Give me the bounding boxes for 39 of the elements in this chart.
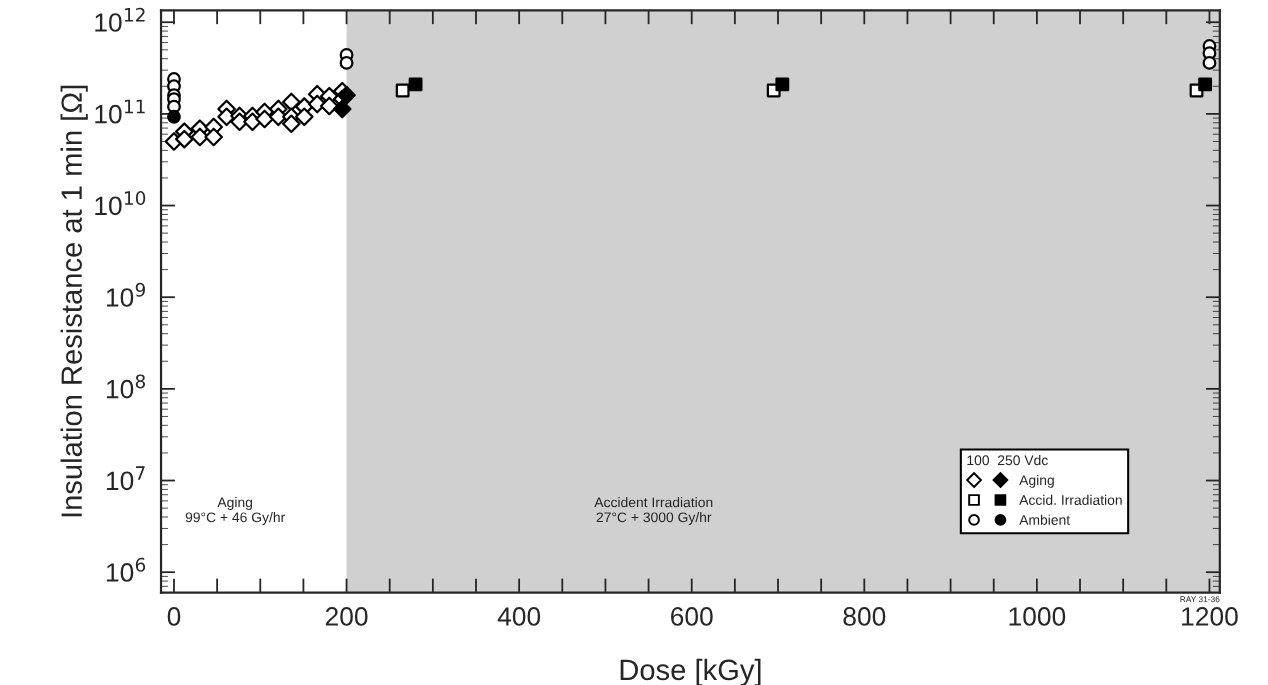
y-axis-title: Insulation Resistance at 1 min [Ω] [60, 85, 88, 517]
legend-label: Accid. Irradiation [1019, 494, 1122, 505]
x-tick-label: 200 [325, 607, 368, 626]
text: RAY 31-36 [1180, 596, 1220, 603]
point [255, 109, 274, 129]
band-label: Accident Irradiation 27°C + 3000 Gy/hr [594, 497, 713, 525]
annotation: Aging 99°C + 46 Gy/hr [185, 497, 285, 525]
point [204, 127, 223, 147]
point [339, 55, 354, 70]
x-tick-label: 1000 [1009, 607, 1066, 626]
point [332, 99, 352, 119]
legend-label: Ambient [1019, 514, 1071, 525]
point [337, 85, 356, 105]
point [1202, 55, 1217, 70]
x-tick-label: 0 [167, 607, 181, 626]
y-tick-label: 10$^{8}$ [106, 374, 146, 399]
y-tick-label: 10$^{6}$ [106, 557, 146, 582]
point [775, 77, 790, 92]
point [175, 129, 194, 149]
x-tick-label: 800 [843, 607, 886, 626]
legend-label: Aging [1019, 474, 1054, 488]
point [395, 83, 410, 98]
point [294, 107, 314, 127]
y-tick-label: 10$^{9}$ [106, 282, 145, 307]
point [282, 92, 301, 112]
x-tick-label: 600 [671, 607, 713, 626]
point [408, 77, 423, 92]
point [167, 109, 181, 124]
x-tick-label: 400 [497, 607, 541, 626]
x-axis-title: Dose [kGy] [620, 658, 761, 685]
y-tick-label: 10$^{11}$ [95, 99, 145, 124]
x-tick-label: 1200 [1182, 607, 1238, 626]
point [282, 114, 301, 134]
y-tick-label: 10$^{7}$ [106, 466, 145, 491]
point [1198, 77, 1213, 92]
y-tick-label: 10$^{12}$ [95, 7, 145, 32]
point [319, 96, 339, 116]
legend-title: 100 250 Vdc [967, 455, 1048, 466]
y-tick-label: 10$^{10}$ [95, 191, 146, 216]
